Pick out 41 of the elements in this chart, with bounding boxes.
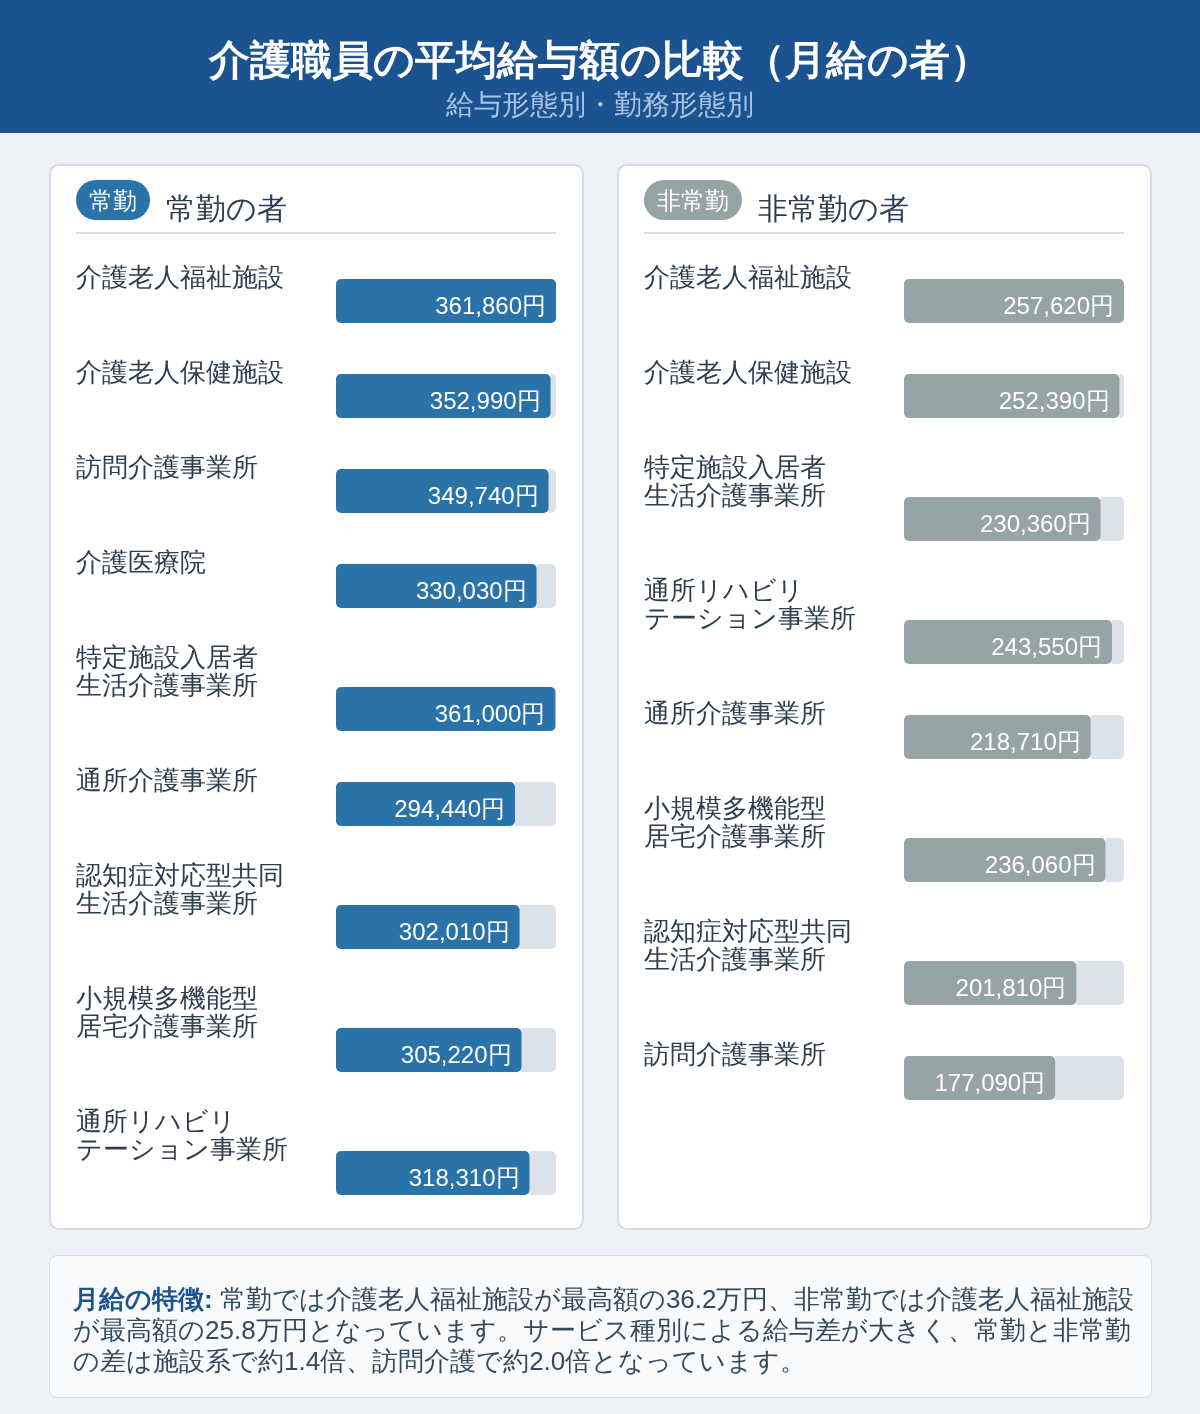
badge: 非常勤 — [644, 180, 742, 220]
category-label: 介護老人保健施設 — [644, 358, 853, 386]
value-label: 257,620円 — [1003, 292, 1114, 319]
category-label: 介護老人保健施設 — [76, 358, 285, 386]
value-label: 305,220円 — [400, 1041, 512, 1068]
value-label: 177,090円 — [934, 1069, 1046, 1096]
category-label: 特定施設入居者生活介護事業所 — [644, 453, 827, 509]
category-label: 通所リハビリテーション事業所 — [76, 1107, 288, 1163]
value-label: 230,360円 — [979, 510, 1091, 537]
category-label: 認知症対応型共同生活介護事業所 — [644, 917, 853, 973]
category-label: 認知症対応型共同生活介護事業所 — [76, 861, 285, 917]
annotation: 月給の特徴: 常勤では介護老人福祉施設が最高額の36.2万円、非常勤では介護老人福祉施設が最高額の25.8万円となっています。サービス種別による給与差が大きく、常勤と非常勤の差は施設系で約1.4倍、訪問介護で約2.0倍となっています。 — [73, 1284, 1135, 1377]
value-label: 243,550円 — [991, 633, 1102, 660]
category-label: 特定施設入居者生活介護事業所 — [76, 643, 259, 699]
value-label: 352,990円 — [429, 387, 541, 414]
category-label: 小規模多機能型居宅介護事業所 — [644, 794, 827, 850]
value-label: 349,740円 — [427, 482, 539, 509]
value-label: 294,440円 — [394, 795, 505, 822]
panel-title: 非常勤の者 — [758, 192, 909, 225]
category-label: 介護医療院 — [76, 548, 207, 576]
value-label: 361,000円 — [434, 700, 546, 727]
category-label: 通所介護事業所 — [644, 699, 827, 727]
category-label: 介護老人福祉施設 — [644, 263, 853, 291]
value-label: 302,010円 — [398, 918, 510, 945]
category-label: 訪問介護事業所 — [76, 453, 259, 481]
value-label: 361,860円 — [435, 292, 546, 319]
subtitle: 給与形態別・勤務形態別 — [445, 88, 755, 122]
value-label: 330,030円 — [415, 577, 527, 604]
badge: 常勤 — [76, 180, 150, 220]
value-label: 252,390円 — [998, 387, 1110, 414]
category-label: 訪問介護事業所 — [644, 1040, 827, 1068]
category-label: 通所リハビリテーション事業所 — [644, 576, 856, 632]
category-label: 小規模多機能型居宅介護事業所 — [76, 984, 259, 1040]
category-label: 介護老人福祉施設 — [76, 263, 285, 291]
panel-title: 常勤の者 — [166, 192, 287, 225]
title: 介護職員の平均給与額の比較（月給の者） — [207, 36, 992, 85]
category-label: 通所介護事業所 — [76, 766, 259, 794]
value-label: 201,810円 — [955, 974, 1067, 1001]
value-label: 318,310円 — [408, 1164, 520, 1191]
value-label: 218,710円 — [970, 728, 1081, 755]
value-label: 236,060円 — [984, 851, 1096, 878]
